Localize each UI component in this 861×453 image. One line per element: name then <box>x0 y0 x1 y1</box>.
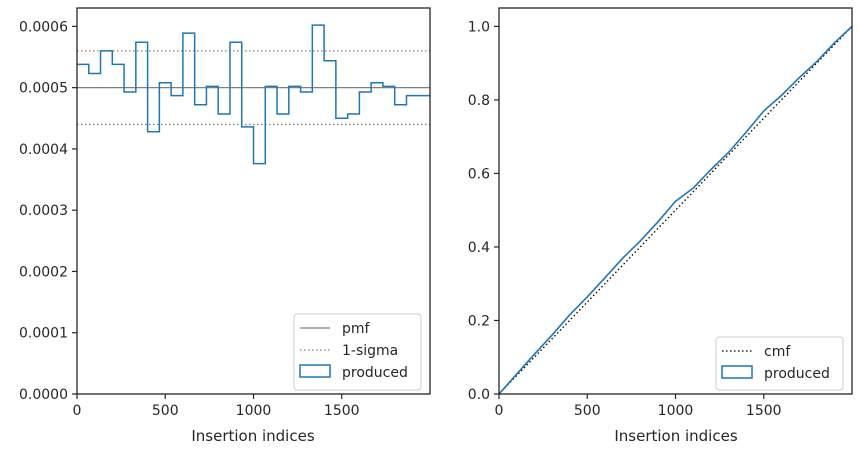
right-legend-produced-label: produced <box>764 366 830 382</box>
cmf-line-series <box>498 25 853 395</box>
left-y-tick-label: 0.0003 <box>19 203 68 219</box>
left-x-tick-label: 1000 <box>236 403 272 419</box>
produced-step-series <box>77 24 430 165</box>
right-y-ticks: 0.0 0.2 0.4 0.6 0.8 1.0 <box>468 19 499 403</box>
left-legend-sigma-label: 1-sigma <box>342 343 398 359</box>
left-y-tick-label: 0.0006 <box>19 19 68 35</box>
left-x-tick-label: 500 <box>152 403 179 419</box>
left-legend-pmf-label: pmf <box>342 321 371 337</box>
right-y-tick-label: 0.0 <box>468 387 490 403</box>
right-legend: cmf produced <box>715 336 844 391</box>
right-y-tick-label: 0.4 <box>468 240 490 256</box>
left-x-ticks: 0 500 1000 1500 <box>73 394 360 419</box>
produced-line-series <box>498 25 853 395</box>
right-x-tick-label: 1500 <box>746 403 782 419</box>
right-x-tick-label: 1000 <box>658 403 694 419</box>
right-chart: 0.0 0.2 0.4 0.6 0.8 1.0 0 500 1000 1500 Insertio… <box>468 7 853 445</box>
left-series-layer <box>77 24 430 165</box>
left-y-tick-label: 0.0000 <box>19 387 68 403</box>
left-chart: 0.0000 0.0001 0.0002 0.0003 0.0004 0.0005 0.00… <box>19 7 431 445</box>
right-x-axis-label: Insertion indices <box>614 427 737 445</box>
left-x-tick-label: 1500 <box>324 403 360 419</box>
left-y-tick-label: 0.0005 <box>19 81 68 97</box>
right-series-layer <box>498 25 853 395</box>
right-y-tick-label: 0.6 <box>468 166 490 182</box>
right-y-tick-label: 1.0 <box>468 19 490 35</box>
left-y-tick-label: 0.0001 <box>19 326 68 342</box>
right-legend-cmf-label: cmf <box>764 344 791 360</box>
left-legend: pmf 1-sigma produced <box>293 313 422 391</box>
left-x-axis-label: Insertion indices <box>191 427 314 445</box>
right-x-ticks: 0 500 1000 1500 <box>495 394 782 419</box>
left-x-tick-label: 0 <box>73 403 82 419</box>
right-x-tick-label: 500 <box>574 403 601 419</box>
left-y-tick-label: 0.0002 <box>19 264 68 280</box>
right-x-tick-label: 0 <box>495 403 504 419</box>
left-y-tick-label: 0.0004 <box>19 142 68 158</box>
right-legend-produced-swatch <box>721 365 753 379</box>
right-legend-box <box>715 336 844 391</box>
right-y-tick-label: 0.8 <box>468 93 490 109</box>
left-legend-box <box>293 313 422 391</box>
right-y-tick-label: 0.2 <box>468 313 490 329</box>
left-reference-lines <box>77 50 430 126</box>
left-legend-produced-label: produced <box>342 365 408 381</box>
left-y-ticks: 0.0000 0.0001 0.0002 0.0003 0.0004 0.0005 0.00… <box>19 19 77 403</box>
left-legend-produced-swatch <box>299 364 331 378</box>
